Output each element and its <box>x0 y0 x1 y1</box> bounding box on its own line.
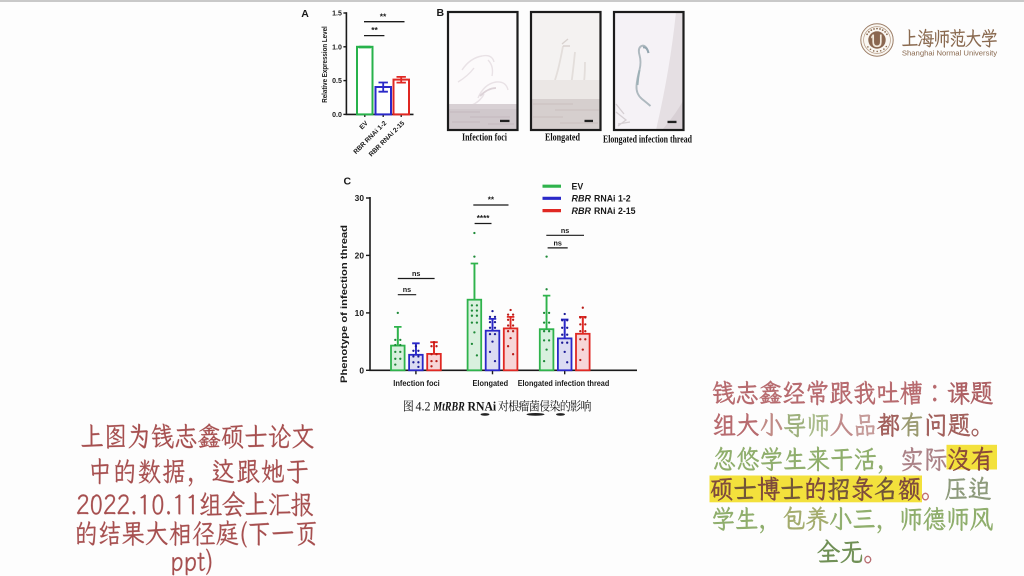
svg-text:**: ** <box>380 11 387 21</box>
svg-text:B: B <box>437 7 445 19</box>
svg-text:RBR: RBR <box>572 206 592 216</box>
svg-text:30: 30 <box>355 193 365 203</box>
svg-text:C: C <box>344 175 352 187</box>
svg-text:1.0: 1.0 <box>332 44 342 51</box>
svg-text:ns: ns <box>403 285 411 294</box>
svg-text:10: 10 <box>355 308 365 318</box>
svg-text:0: 0 <box>359 365 364 375</box>
svg-text:Elongated infection thread: Elongated infection thread <box>603 135 692 146</box>
svg-text:Elongated infection thread: Elongated infection thread <box>518 378 610 388</box>
svg-text:Elongated: Elongated <box>545 133 580 144</box>
svg-text:20: 20 <box>355 250 365 260</box>
svg-text:0.0: 0.0 <box>332 112 342 119</box>
svg-text:1.5: 1.5 <box>332 11 342 18</box>
svg-text:ns: ns <box>561 226 569 235</box>
svg-text:ns: ns <box>554 238 562 247</box>
svg-text:****: **** <box>477 214 491 223</box>
svg-text:RNAi 1-2: RNAi 1-2 <box>594 194 631 204</box>
svg-text:Infection foci: Infection foci <box>462 133 507 144</box>
svg-text:Infection foci: Infection foci <box>393 378 440 388</box>
svg-text:**: ** <box>371 25 378 35</box>
svg-text:Relative Expression Level: Relative Expression Level <box>320 26 329 103</box>
svg-text:4.2: 4.2 <box>416 400 431 414</box>
svg-text:Elongated: Elongated <box>473 378 509 388</box>
svg-text:A: A <box>301 8 309 20</box>
svg-text:RBR: RBR <box>572 194 592 204</box>
svg-text:ns: ns <box>412 269 420 278</box>
svg-text:RNAi 2-15: RNAi 2-15 <box>594 206 636 216</box>
svg-text:Shanghai Normal University: Shanghai Normal University <box>902 49 997 58</box>
svg-text:0.5: 0.5 <box>332 78 342 85</box>
svg-text:EV: EV <box>358 120 370 132</box>
svg-text:MtRBR: MtRBR <box>432 400 464 414</box>
svg-text:RNAi: RNAi <box>468 400 497 414</box>
svg-text:Phenotype of infection thread: Phenotype of infection thread <box>339 225 349 383</box>
svg-text:**: ** <box>488 196 495 205</box>
svg-text:EV: EV <box>572 181 584 191</box>
